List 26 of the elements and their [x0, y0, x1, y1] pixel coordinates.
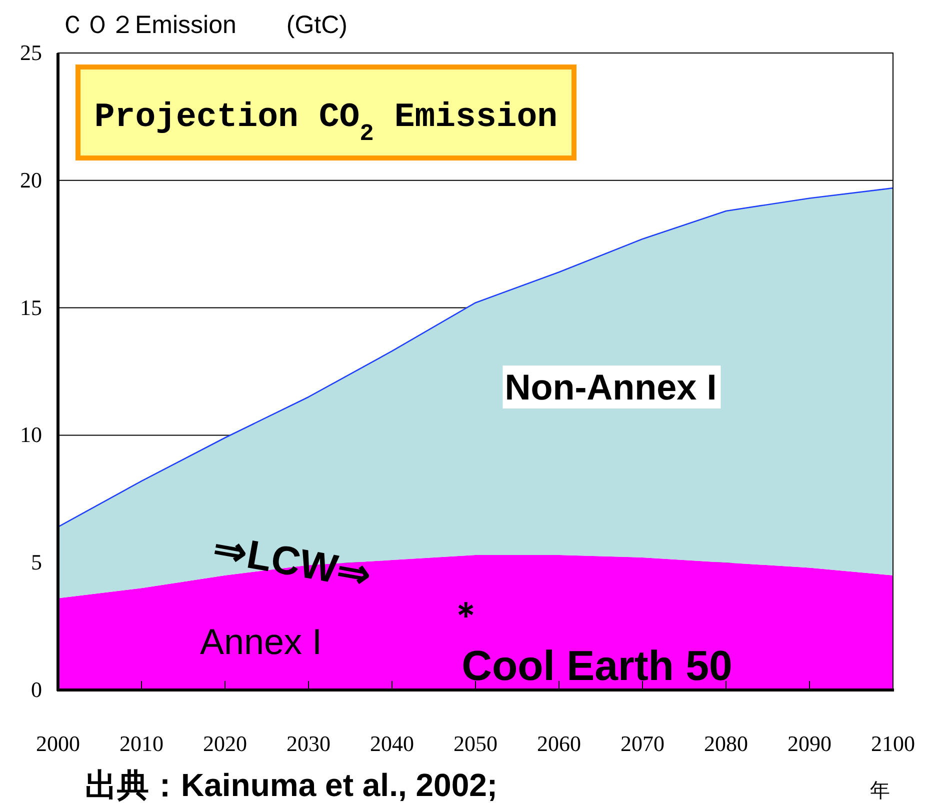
- y-tick-label: 15: [20, 294, 42, 320]
- y-tick-label: 0: [31, 677, 42, 702]
- x-axis-title: 年: [870, 780, 890, 802]
- x-tick-label: 2060: [537, 731, 581, 756]
- y-tick-label: 10: [20, 422, 42, 448]
- x-tick-label: 2040: [370, 731, 414, 756]
- annotation: ⇒LCW⇒: [210, 526, 374, 598]
- x-tick-label: 2020: [203, 731, 247, 756]
- x-tick-label: 2070: [620, 731, 664, 756]
- x-tick-label: 2000: [36, 731, 80, 756]
- source-note: 出典：Kainuma et al., 2002;: [85, 767, 498, 803]
- x-tick-label: 2080: [704, 731, 748, 756]
- x-tick-label: 2090: [788, 731, 832, 756]
- annotation: Projection CO$_{2}$ Emission: [94, 99, 558, 148]
- y-tick-label: 20: [20, 167, 42, 192]
- y-tick-label: 5: [31, 550, 42, 575]
- x-tick-label: 2050: [454, 731, 498, 756]
- y-axis-title: ＣＯ２Emission (GtC): [60, 11, 348, 39]
- annotation: Cool Earth 50: [462, 642, 732, 689]
- y-tick-label: 25: [20, 40, 42, 65]
- x-tick-label: 2100: [871, 731, 915, 756]
- x-tick-label: 2010: [120, 731, 164, 756]
- series-label: Non-Annex I: [504, 366, 717, 408]
- x-tick-label: 2030: [286, 731, 330, 756]
- annotation: ＊: [449, 596, 483, 634]
- series-label: Annex I: [200, 621, 322, 662]
